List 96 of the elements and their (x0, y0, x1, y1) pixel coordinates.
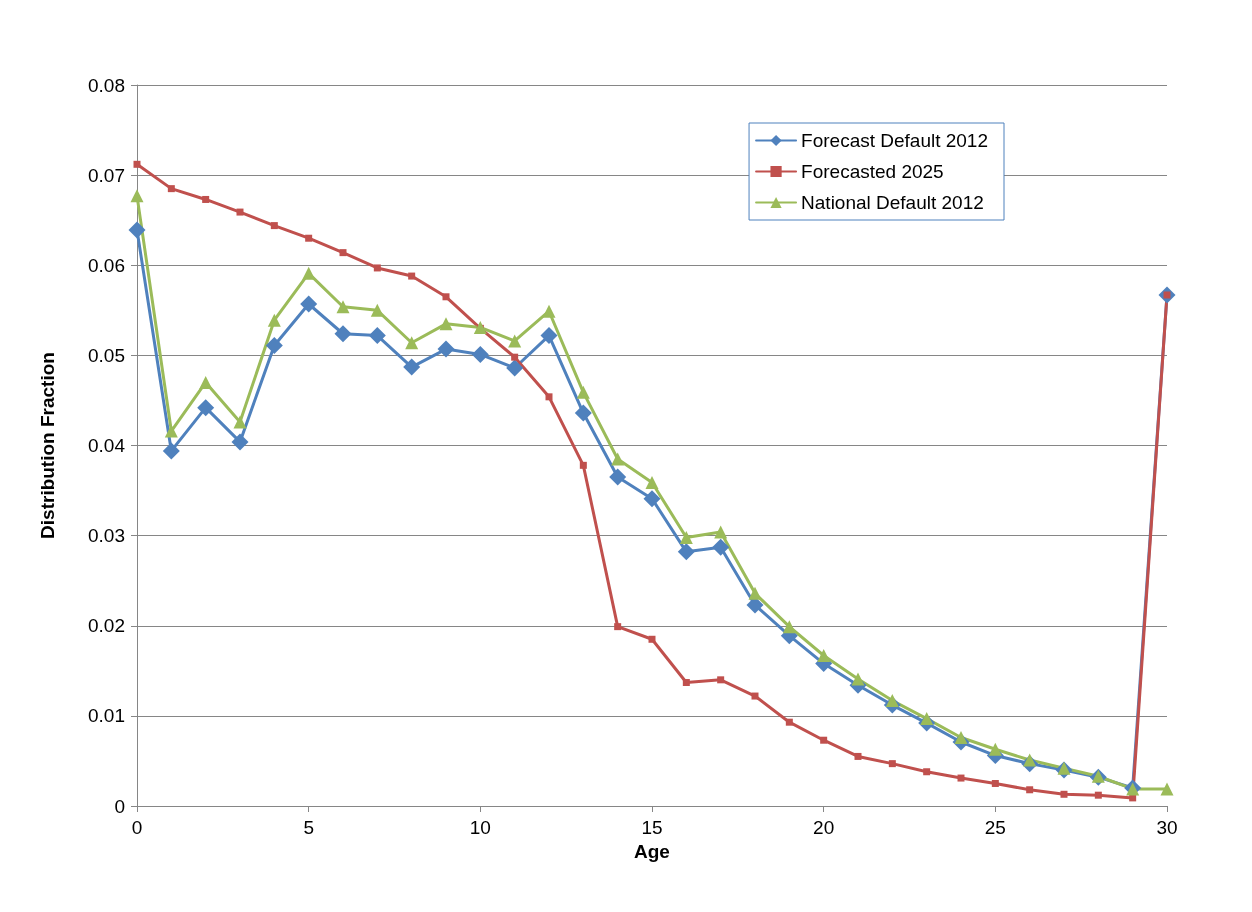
point (988, 742, 1002, 756)
y-tick-label: 0.04 (88, 435, 126, 456)
point (439, 317, 453, 331)
point (403, 358, 421, 376)
point (540, 327, 558, 345)
point (609, 468, 627, 486)
point (233, 415, 247, 429)
point (957, 774, 965, 782)
point (1057, 761, 1071, 775)
point (339, 249, 347, 257)
point (748, 586, 762, 600)
point (506, 359, 524, 377)
point (370, 303, 384, 317)
y-tick-label: 0.02 (88, 615, 125, 637)
point (300, 295, 318, 313)
point (712, 538, 730, 556)
point (302, 266, 316, 280)
point (614, 623, 622, 631)
legend-label: Forecast Default 2012 (801, 130, 989, 151)
point (820, 736, 828, 744)
x-tick-label: 0 (131, 817, 143, 838)
point (231, 433, 249, 451)
point (130, 189, 144, 203)
point (133, 160, 141, 168)
point (954, 731, 968, 745)
point (679, 530, 693, 544)
point (991, 779, 999, 787)
x-tick-label: 5 (303, 817, 314, 838)
point (199, 375, 213, 389)
x-tick-label: 15 (641, 817, 663, 838)
point (854, 752, 862, 760)
point (305, 234, 313, 242)
point (334, 325, 352, 343)
point (643, 490, 661, 508)
point (202, 195, 210, 203)
point (511, 353, 519, 361)
point (923, 768, 931, 776)
x-tick-label: 10 (469, 817, 491, 838)
point (817, 648, 831, 662)
point (1060, 790, 1068, 798)
y-axis-title: Distribution Fraction (37, 352, 58, 539)
point (437, 340, 455, 358)
point (265, 336, 283, 354)
point (579, 461, 587, 469)
point (508, 334, 522, 348)
point (405, 336, 419, 350)
point (920, 712, 934, 726)
point (785, 718, 793, 726)
y-tick-label: 0.06 (88, 254, 125, 276)
point (717, 676, 725, 684)
point (164, 424, 178, 438)
point (1160, 782, 1174, 796)
point (373, 264, 381, 272)
y-tick-label: 0.07 (88, 164, 125, 186)
point (545, 393, 553, 401)
legend-label: National Default 2012 (801, 192, 984, 213)
legend-label: Forecasted 2025 (801, 161, 944, 182)
point (473, 320, 487, 334)
y-tick-label: 0 (114, 795, 125, 817)
point (270, 222, 278, 230)
point (851, 672, 865, 686)
x-tick-label: 25 (984, 817, 1006, 838)
x-tick-label: 30 (1156, 817, 1178, 838)
point (167, 185, 175, 193)
y-tick-label: 0.08 (88, 74, 125, 96)
x-axis-title: Age (634, 841, 670, 862)
point (336, 300, 350, 314)
point (1023, 753, 1037, 767)
y-tick-label: 0.01 (88, 705, 125, 727)
point (885, 694, 899, 708)
point (1026, 786, 1034, 794)
point (645, 475, 659, 489)
point (408, 272, 416, 280)
point (682, 679, 690, 687)
point (1094, 791, 1102, 799)
y-tick-label: 0.03 (88, 525, 125, 547)
point (236, 208, 244, 216)
point (197, 399, 215, 417)
y-tick-label: 0.05 (88, 344, 125, 366)
point (368, 327, 386, 345)
point (128, 221, 146, 239)
point (611, 452, 625, 466)
point (574, 404, 592, 422)
point (576, 385, 590, 399)
point (751, 692, 759, 700)
point (267, 313, 281, 327)
point (162, 442, 180, 460)
point (888, 760, 896, 768)
x-tick-label: 20 (813, 817, 835, 838)
point (714, 525, 728, 539)
point (648, 635, 656, 643)
point (442, 293, 450, 301)
point (471, 345, 489, 363)
point (782, 620, 796, 634)
point (677, 543, 695, 561)
point (542, 304, 556, 318)
